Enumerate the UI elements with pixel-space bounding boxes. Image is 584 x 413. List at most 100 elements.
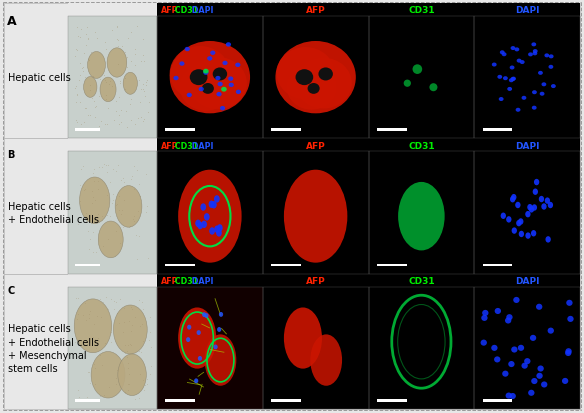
Ellipse shape bbox=[107, 49, 127, 78]
Bar bbox=[369, 139, 474, 152]
Ellipse shape bbox=[533, 50, 538, 54]
Bar bbox=[68, 139, 157, 152]
Ellipse shape bbox=[201, 221, 207, 228]
Ellipse shape bbox=[214, 196, 220, 203]
Ellipse shape bbox=[204, 313, 208, 318]
Ellipse shape bbox=[510, 66, 515, 70]
Bar bbox=[369, 17, 474, 139]
Ellipse shape bbox=[276, 42, 356, 114]
Ellipse shape bbox=[179, 62, 185, 66]
Text: CD31: CD31 bbox=[408, 141, 434, 150]
Text: AFP: AFP bbox=[161, 6, 179, 15]
Ellipse shape bbox=[195, 220, 201, 228]
Ellipse shape bbox=[180, 64, 232, 112]
Ellipse shape bbox=[516, 109, 520, 112]
Ellipse shape bbox=[209, 228, 215, 235]
Text: B: B bbox=[7, 150, 15, 160]
Bar bbox=[483, 399, 512, 402]
Ellipse shape bbox=[528, 390, 534, 396]
Ellipse shape bbox=[541, 83, 546, 87]
Ellipse shape bbox=[228, 77, 234, 82]
Ellipse shape bbox=[189, 58, 247, 110]
Ellipse shape bbox=[500, 51, 505, 55]
Ellipse shape bbox=[170, 47, 230, 101]
Ellipse shape bbox=[551, 85, 556, 89]
Bar bbox=[157, 4, 263, 17]
Ellipse shape bbox=[499, 98, 503, 102]
Ellipse shape bbox=[198, 356, 202, 361]
Ellipse shape bbox=[398, 183, 444, 251]
Bar bbox=[75, 264, 100, 267]
Bar bbox=[377, 264, 406, 267]
Ellipse shape bbox=[296, 59, 352, 109]
Bar bbox=[157, 287, 263, 409]
Bar bbox=[68, 4, 157, 17]
Ellipse shape bbox=[284, 308, 322, 369]
Ellipse shape bbox=[536, 373, 543, 379]
Ellipse shape bbox=[221, 88, 227, 93]
Ellipse shape bbox=[481, 340, 487, 346]
Ellipse shape bbox=[522, 97, 526, 100]
Bar bbox=[369, 287, 474, 409]
Ellipse shape bbox=[506, 314, 513, 320]
Bar bbox=[263, 4, 369, 17]
Ellipse shape bbox=[235, 64, 241, 68]
Ellipse shape bbox=[118, 354, 147, 396]
Ellipse shape bbox=[91, 351, 125, 398]
Bar bbox=[263, 152, 369, 274]
Ellipse shape bbox=[511, 77, 516, 81]
Ellipse shape bbox=[213, 68, 227, 81]
Ellipse shape bbox=[277, 48, 335, 100]
Ellipse shape bbox=[113, 305, 147, 354]
Ellipse shape bbox=[520, 61, 524, 65]
Ellipse shape bbox=[284, 170, 347, 263]
Ellipse shape bbox=[203, 71, 208, 76]
Bar bbox=[271, 264, 301, 267]
Ellipse shape bbox=[510, 47, 516, 51]
Ellipse shape bbox=[123, 73, 137, 95]
Text: DAPI: DAPI bbox=[189, 276, 214, 285]
Bar bbox=[483, 129, 512, 132]
Ellipse shape bbox=[310, 335, 342, 386]
Bar bbox=[68, 17, 157, 139]
Ellipse shape bbox=[536, 304, 543, 310]
Bar bbox=[157, 152, 263, 274]
Text: AFP: AFP bbox=[306, 141, 325, 150]
Bar bbox=[474, 152, 580, 274]
Bar bbox=[474, 17, 580, 139]
Bar bbox=[4, 139, 580, 274]
Text: DAPI: DAPI bbox=[189, 6, 214, 15]
Ellipse shape bbox=[515, 202, 520, 209]
Bar bbox=[263, 287, 369, 409]
Ellipse shape bbox=[541, 382, 547, 387]
Ellipse shape bbox=[404, 81, 411, 88]
Bar bbox=[474, 139, 580, 152]
Bar bbox=[68, 287, 157, 409]
Ellipse shape bbox=[509, 79, 514, 83]
Bar bbox=[157, 287, 263, 409]
Ellipse shape bbox=[187, 325, 192, 330]
Ellipse shape bbox=[533, 52, 537, 56]
Ellipse shape bbox=[544, 54, 549, 58]
Ellipse shape bbox=[495, 308, 501, 314]
Bar bbox=[474, 4, 580, 17]
Ellipse shape bbox=[530, 335, 536, 341]
Bar bbox=[263, 17, 369, 139]
Ellipse shape bbox=[220, 107, 225, 111]
Ellipse shape bbox=[502, 371, 509, 377]
Ellipse shape bbox=[74, 299, 112, 353]
Ellipse shape bbox=[200, 204, 206, 211]
Ellipse shape bbox=[511, 347, 517, 353]
Ellipse shape bbox=[525, 211, 531, 218]
Bar bbox=[75, 399, 100, 402]
Ellipse shape bbox=[531, 230, 536, 237]
Text: DAPI: DAPI bbox=[515, 6, 540, 15]
Bar bbox=[4, 274, 580, 409]
Ellipse shape bbox=[533, 189, 538, 195]
Ellipse shape bbox=[226, 43, 231, 47]
Bar bbox=[369, 274, 474, 287]
Ellipse shape bbox=[210, 51, 215, 56]
Bar bbox=[474, 17, 580, 139]
Ellipse shape bbox=[507, 88, 512, 92]
Bar bbox=[369, 287, 474, 409]
